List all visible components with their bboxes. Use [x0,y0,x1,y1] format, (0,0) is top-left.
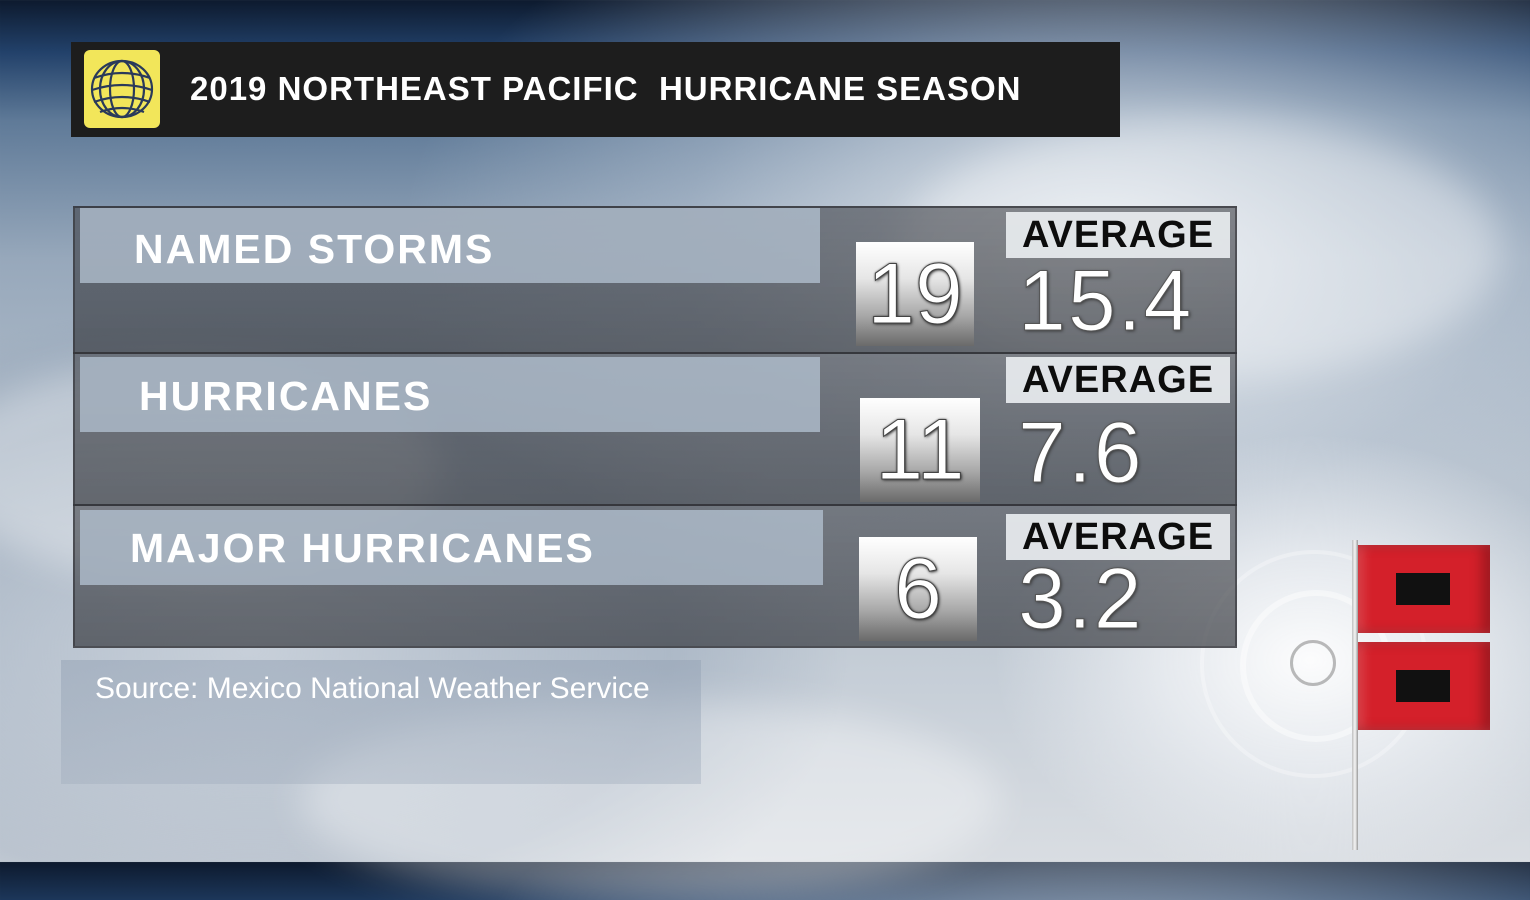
stat-value-named-storms: 19 [867,246,964,343]
page-title: 2019 NORTHEAST PACIFIC HURRICANE SEASON [190,70,1022,107]
title-bar [71,42,1120,137]
stat-label-band [80,357,820,432]
average-label-major-hurricanes: AVERAGE [1006,514,1230,560]
source-band [61,660,701,784]
average-value-named-storms: 15.4 [1017,253,1194,349]
stat-label-hurricanes: HURRICANES [139,373,433,419]
average-value-major-hurricanes: 3.2 [1018,551,1144,647]
stat-label-major-hurricanes: MAJOR HURRICANES [130,525,595,571]
stat-value-hurricanes: 11 [875,402,965,499]
flag-square [1396,670,1450,702]
stat-value-box-named-storms: 19 [856,242,974,346]
stat-label-band [80,208,820,283]
average-label-hurricanes: AVERAGE [1006,357,1230,403]
source-caption: Source: Mexico National Weather Service [95,672,650,705]
stat-value-major-hurricanes: 6 [894,541,943,638]
flag-lower [1358,642,1490,730]
weather-network-logo-icon [84,50,160,128]
flag-square [1396,573,1450,605]
average-label-named-storms: AVERAGE [1006,212,1230,258]
stat-label-named-storms: NAMED STORMS [134,226,495,272]
stat-value-box-hurricanes: 11 [860,398,980,502]
average-value-hurricanes: 7.6 [1018,405,1144,501]
stat-value-box-major-hurricanes: 6 [859,537,977,641]
flag-pole [1352,540,1358,850]
flag-upper [1358,545,1490,633]
stat-label-band [80,510,823,585]
